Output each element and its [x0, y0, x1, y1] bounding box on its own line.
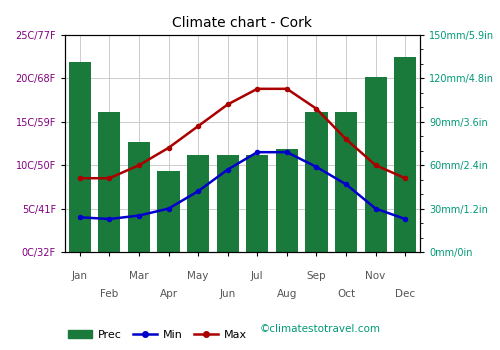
Bar	[335, 112, 357, 252]
Text: Jun: Jun	[220, 289, 236, 299]
Text: Apr: Apr	[160, 289, 178, 299]
Bar	[216, 155, 239, 252]
Bar	[276, 149, 298, 252]
Legend: Prec, Min, Max: Prec, Min, Max	[64, 325, 252, 344]
Text: ©climatestotravel.com: ©climatestotravel.com	[260, 324, 381, 334]
Text: Aug: Aug	[276, 289, 297, 299]
Bar	[98, 112, 120, 252]
Bar	[68, 63, 91, 252]
Bar	[364, 77, 386, 252]
Bar	[306, 112, 328, 252]
Title: Climate chart - Cork: Climate chart - Cork	[172, 16, 312, 30]
Text: Nov: Nov	[366, 271, 386, 281]
Text: May: May	[188, 271, 209, 281]
Text: Jul: Jul	[251, 271, 264, 281]
Bar	[187, 155, 209, 252]
Text: Mar: Mar	[129, 271, 149, 281]
Text: Dec: Dec	[395, 289, 415, 299]
Bar	[246, 155, 268, 252]
Text: Oct: Oct	[337, 289, 355, 299]
Text: Feb: Feb	[100, 289, 118, 299]
Bar	[128, 142, 150, 252]
Bar	[158, 171, 180, 252]
Text: Jan: Jan	[72, 271, 88, 281]
Text: Sep: Sep	[306, 271, 326, 281]
Bar	[394, 57, 416, 252]
